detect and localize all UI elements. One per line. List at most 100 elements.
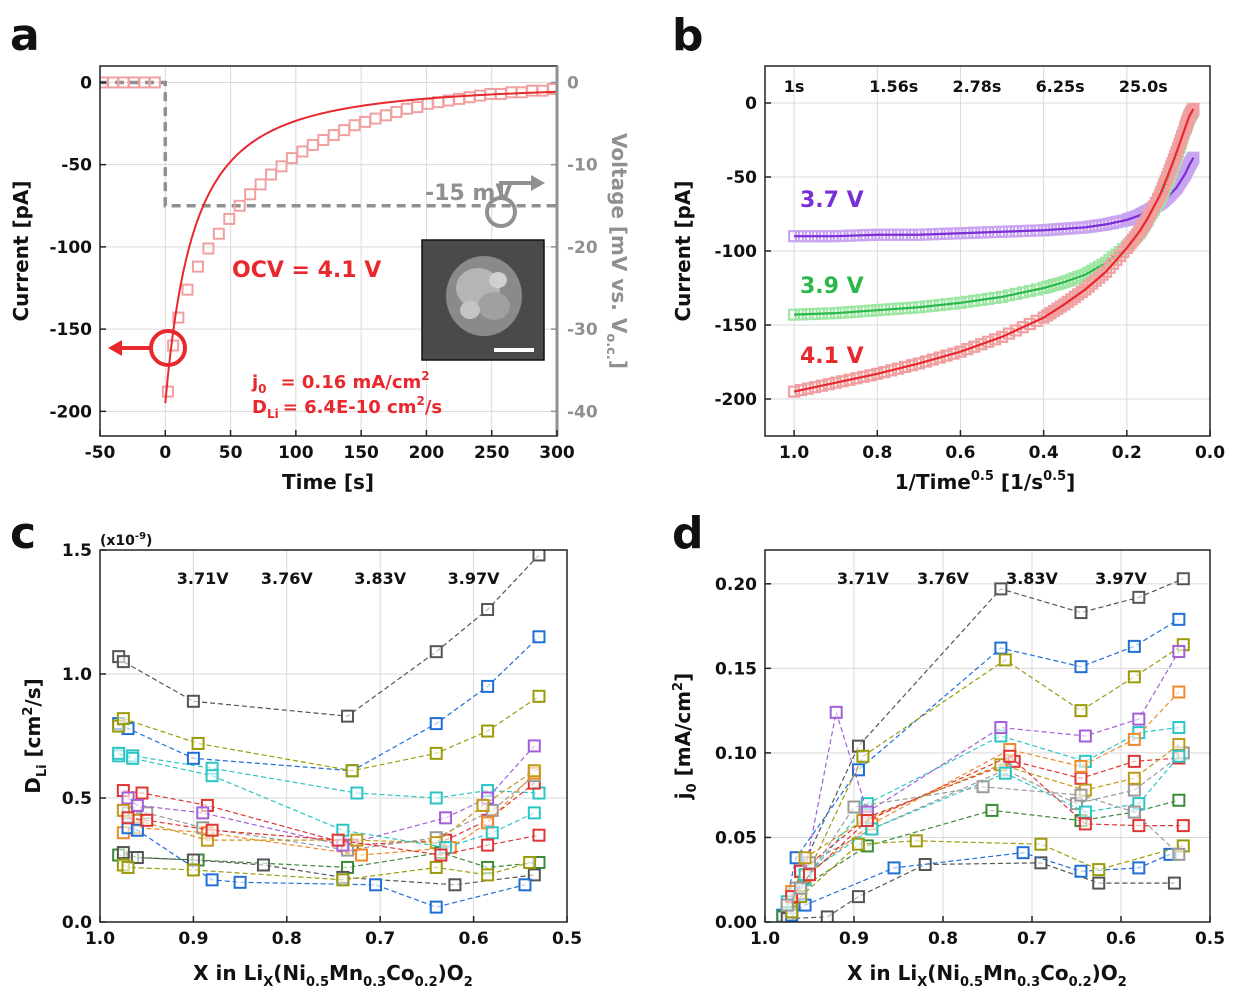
fit-line	[794, 157, 1195, 238]
data-marker	[780, 898, 794, 912]
current-marker	[411, 101, 424, 114]
data-marker	[1127, 754, 1141, 768]
current-marker	[265, 168, 278, 181]
data-marker	[926, 353, 939, 366]
data-marker	[355, 848, 369, 862]
current-marker	[191, 260, 204, 273]
series-dashed-line	[123, 772, 535, 856]
x-tick-label: 0.6	[459, 929, 489, 949]
current-marker	[421, 97, 434, 110]
panel-d-chart: 1.0 0.9 0.8 0.7 0.6 0.5 0.00 0.05 0.10 0.15 0.20 3.…	[671, 549, 1225, 990]
data-marker	[1009, 324, 1023, 337]
panel-c-xlabel: X in LiX(Ni0.5Mn0.3Co0.2)O2	[193, 961, 473, 990]
y-right-tick-label: -10	[567, 156, 598, 176]
current-marker	[233, 199, 246, 212]
data-marker	[1172, 612, 1186, 626]
data-marker	[1127, 771, 1141, 785]
ocv-label: OCV = 4.1 V	[232, 258, 381, 283]
data-marker	[1078, 817, 1092, 831]
data-marker	[878, 366, 891, 379]
current-fit-curve	[164, 90, 557, 404]
data-marker	[1172, 793, 1186, 807]
data-marker	[233, 875, 247, 889]
data-marker	[994, 721, 1008, 735]
top-voltage-label: 3.97V	[1095, 569, 1147, 588]
data-marker	[336, 873, 350, 887]
series-dashed-line	[123, 770, 535, 844]
data-marker	[1166, 156, 1179, 170]
panel-b-grid	[765, 66, 1211, 436]
current-marker	[348, 119, 361, 132]
panel-b-series-labels: 3.7 V 3.9 V 4.1 V	[800, 188, 864, 369]
series-dashed-line	[118, 695, 540, 772]
data-marker	[527, 739, 541, 753]
data-marker	[847, 800, 861, 814]
data-marker	[947, 347, 960, 360]
data-marker	[532, 689, 546, 703]
current-marker	[212, 227, 225, 240]
data-marker	[1002, 327, 1016, 340]
data-marker	[527, 764, 541, 778]
data-marker	[1092, 863, 1106, 877]
data-marker	[121, 791, 135, 805]
x-tick-label: 0.4	[1029, 443, 1059, 463]
series-dashed-line	[791, 852, 1171, 916]
data-marker	[940, 349, 953, 362]
data-marker	[1169, 149, 1182, 162]
data-marker	[126, 751, 140, 765]
data-marker	[1016, 321, 1029, 334]
top-time-label: 1.56s	[869, 77, 918, 96]
data-marker	[532, 828, 546, 842]
voltage-axis-indicator-icon	[485, 175, 545, 228]
data-marker	[186, 751, 200, 765]
data-marker	[1165, 160, 1178, 173]
top-voltage-label: 3.76V	[917, 569, 969, 588]
y-tick-label: 0.0	[62, 913, 92, 933]
current-marker	[244, 188, 257, 201]
data-marker	[1172, 749, 1186, 763]
series-dashed-line	[786, 726, 1179, 906]
data-marker	[1127, 670, 1141, 684]
data-marker	[481, 838, 495, 852]
data-marker	[186, 694, 200, 708]
x-tick-label: 0.9	[839, 929, 869, 949]
data-marker	[1132, 819, 1146, 833]
data-marker	[429, 900, 443, 914]
data-marker	[186, 863, 200, 877]
series-label: 3.7 V	[800, 188, 864, 213]
data-marker	[112, 746, 126, 760]
data-marker	[803, 868, 816, 882]
current-marker	[181, 283, 194, 296]
top-voltage-label: 3.97V	[448, 569, 500, 588]
y-tick-label: 0.00	[715, 913, 757, 933]
data-marker	[909, 834, 923, 848]
j0-annotation: j0 = 0.16 mA/cm2	[251, 369, 430, 396]
x-tick-label: 150	[343, 443, 379, 463]
data-marker	[1127, 732, 1141, 746]
current-marker	[369, 112, 382, 125]
x-tick-label: -50	[85, 443, 116, 463]
panel-d-ticks: 1.0 0.9 0.8 0.7 0.6 0.5 0.00 0.05 0.10 0.15 0.20 3.…	[715, 569, 1225, 949]
data-marker	[205, 873, 219, 887]
y-tick-label: -200	[49, 402, 92, 422]
data-marker	[820, 910, 834, 922]
y-tick-label: 1.0	[62, 665, 92, 685]
top-time-label: 25.0s	[1119, 77, 1168, 96]
data-marker	[1187, 102, 1200, 116]
voltage-step-line	[100, 80, 557, 208]
panel-a-ticks: -50 0 50 100 150 200 250 300 0 -50 -100 -150 -200 0 -1…	[49, 73, 597, 463]
current-marker	[526, 84, 539, 97]
series-dashed-line	[123, 782, 535, 846]
panel-letter-d: d	[672, 508, 704, 559]
current-marker	[167, 339, 180, 352]
current-marker	[172, 311, 185, 324]
x-tick-label: 0.5	[1195, 929, 1225, 949]
data-marker	[1074, 771, 1088, 785]
top-voltage-label: 3.71V	[837, 569, 889, 588]
data-marker	[994, 582, 1008, 596]
y-tick-label: 1.5	[62, 541, 92, 561]
current-marker	[254, 178, 267, 191]
current-axis-indicator-icon	[108, 329, 187, 367]
current-marker	[547, 83, 557, 96]
